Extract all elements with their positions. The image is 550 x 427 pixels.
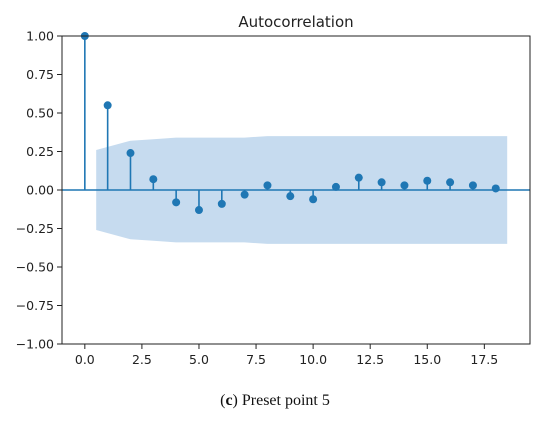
stem-marker: [286, 192, 295, 201]
stem-marker: [423, 176, 432, 185]
stem-marker: [491, 184, 500, 193]
x-tick-label: 12.5: [356, 352, 384, 367]
stem-marker: [194, 206, 203, 215]
y-tick-label: −1.00: [16, 337, 54, 352]
stem-marker: [217, 199, 226, 208]
stem-marker: [331, 182, 340, 191]
y-tick-label: −0.25: [16, 221, 54, 236]
y-tick-label: −0.50: [16, 260, 54, 275]
x-tick-label: 5.0: [189, 352, 209, 367]
x-tick-label: 7.5: [246, 352, 266, 367]
x-tick-label: 2.5: [132, 352, 152, 367]
stem-marker: [263, 181, 272, 190]
stem-marker: [149, 175, 158, 184]
stem-marker: [172, 198, 181, 207]
stem-marker: [377, 178, 386, 187]
stem-marker: [103, 101, 112, 110]
stem-marker: [446, 178, 455, 187]
caption-text: Preset point 5: [237, 392, 330, 409]
y-tick-label: 0.00: [26, 183, 54, 198]
y-tick-label: 0.75: [26, 67, 54, 82]
plot-area: 1.00 0.75 0.50 0.25 0.00 −0.25 −0.50 −0.75 −1.00…: [16, 29, 531, 367]
x-tick-label: 15.0: [413, 352, 441, 367]
y-tick-label: 0.50: [26, 106, 54, 121]
chart-title: Autocorrelation: [238, 13, 353, 31]
caption-open: (: [220, 392, 226, 409]
y-tick-label: −0.75: [16, 298, 54, 313]
stem-marker: [354, 173, 363, 182]
stem-marker: [240, 190, 249, 199]
x-tick-label: 10.0: [299, 352, 327, 367]
stem-marker: [309, 195, 318, 204]
stem-marker: [400, 181, 409, 190]
y-tick-label: 0.25: [26, 144, 54, 159]
x-tick-label: 0.0: [75, 352, 95, 367]
stem-marker: [126, 149, 135, 158]
stem-marker: [468, 181, 477, 190]
caption-close: ): [232, 392, 238, 409]
caption-letter: c: [225, 392, 233, 409]
y-tick-label: 1.00: [26, 29, 54, 44]
x-tick-label: 17.5: [470, 352, 498, 367]
figure-caption: (c) Preset point 5: [0, 392, 550, 410]
autocorrelation-chart: Autocorrelation 1.00 0.75 0.50 0.25 0.00 −0.2…: [16, 13, 531, 367]
